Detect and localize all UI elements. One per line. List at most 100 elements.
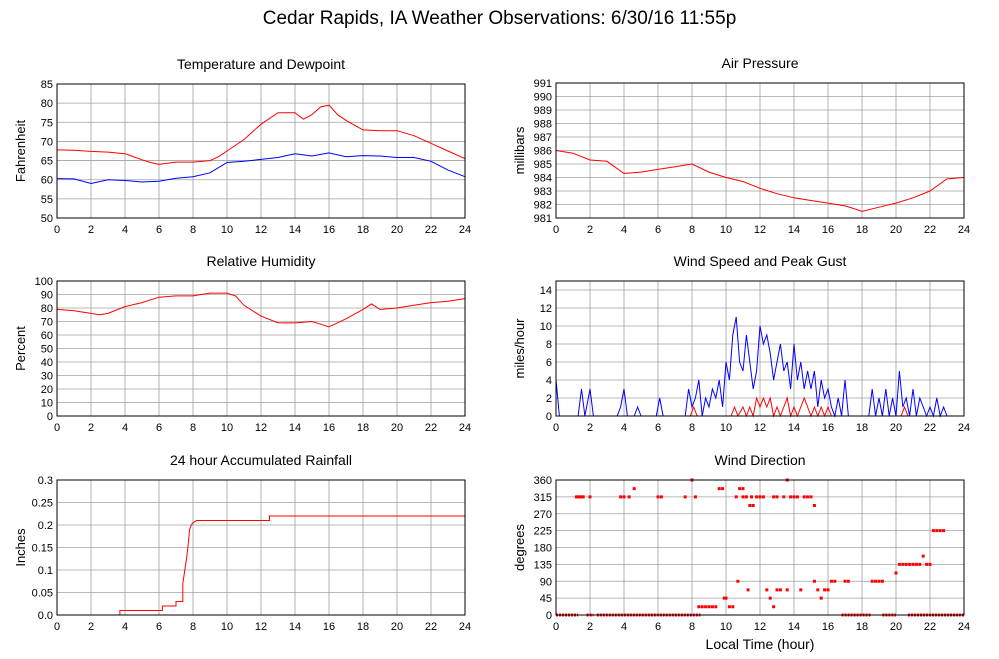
y-tick-label: 0.2	[38, 520, 53, 532]
direction-point	[802, 495, 806, 499]
x-tick-label: 4	[122, 224, 128, 236]
x-tick-label: 24	[958, 224, 970, 236]
direction-point	[935, 529, 939, 533]
direction-point	[755, 495, 759, 499]
direction-point	[659, 495, 663, 499]
y-tick-label: 90	[41, 290, 53, 302]
plot-frame	[56, 83, 466, 219]
x-tick-label: 2	[88, 224, 94, 236]
y-tick-label: 50	[41, 213, 53, 225]
x-tick-label: 12	[255, 224, 267, 236]
x-tick-label: 24	[958, 621, 970, 633]
direction-point	[789, 495, 793, 499]
y-tick-label: 315	[534, 492, 552, 504]
direction-point	[724, 596, 728, 600]
direction-point	[627, 495, 631, 499]
chart-title: Air Pressure	[721, 55, 798, 71]
direction-point	[581, 495, 585, 499]
direction-point	[578, 495, 582, 499]
wind-direction-chart: 0 2 4 6 8 10 12 14 16 18 20 22 240459013518022527031…	[512, 452, 970, 652]
direction-point	[576, 495, 580, 499]
x-tick-label: 20	[890, 621, 902, 633]
x-tick-label: 6	[156, 422, 162, 434]
direction-point	[931, 529, 935, 533]
direction-point	[880, 579, 884, 583]
direction-point	[829, 579, 833, 583]
x-tick-label: 18	[357, 224, 369, 236]
x-tick-label: 2	[587, 422, 593, 434]
x-tick-label: 14	[788, 621, 800, 633]
x-tick-label: 12	[255, 621, 267, 633]
x-tick-label: 8	[689, 621, 695, 633]
x-tick-label: 24	[958, 422, 970, 434]
direction-point	[744, 495, 748, 499]
y-tick-label: 981	[534, 213, 552, 225]
direction-point	[938, 529, 942, 533]
y-tick-label: 55	[41, 194, 53, 206]
direction-point	[914, 562, 918, 566]
x-tick-label: 4	[621, 621, 627, 633]
x-tick-label: 20	[391, 422, 403, 434]
accumulated-rainfall-chart: 0 2 4 6 8 10 12 14 16 18 20 22 240.00.050.10.150.20.…	[13, 452, 471, 633]
chart-title: Wind Speed and Peak Gust	[674, 253, 847, 269]
x-tick-label: 22	[924, 422, 936, 434]
direction-point	[656, 495, 660, 499]
series-line-0	[57, 515, 465, 616]
direction-point	[746, 588, 750, 592]
y-tick-label: 40	[41, 357, 53, 369]
y-tick-label: 14	[540, 285, 552, 297]
x-tick-label: 0	[553, 224, 559, 236]
direction-point	[928, 562, 932, 566]
direction-point	[772, 605, 776, 609]
y-tick-label: 12	[540, 303, 552, 315]
direction-point	[761, 495, 765, 499]
x-tick-label: 4	[122, 422, 128, 434]
y-tick-label: 8	[546, 339, 552, 351]
x-tick-label: 4	[122, 621, 128, 633]
direction-point	[693, 495, 697, 499]
x-tick-label: 0	[553, 621, 559, 633]
x-tick-label: 24	[459, 422, 471, 434]
direction-point	[700, 605, 704, 609]
x-tick-label: 0	[553, 422, 559, 434]
x-tick-label: 12	[754, 422, 766, 434]
x-tick-label: 18	[357, 621, 369, 633]
x-tick-label: 8	[689, 224, 695, 236]
plot-frame	[555, 82, 965, 219]
air-pressure-chart: 0 2 4 6 8 10 12 14 16 18 20 22 249819829839849859869…	[512, 55, 970, 236]
y-tick-label: 0	[546, 411, 552, 423]
x-tick-label: 2	[88, 621, 94, 633]
direction-point	[819, 596, 823, 600]
direction-point	[734, 495, 738, 499]
direction-point	[799, 588, 803, 592]
y-tick-label: 45	[540, 593, 552, 605]
direction-point	[911, 562, 915, 566]
direction-point	[812, 579, 816, 583]
y-tick-label: 70	[41, 317, 53, 329]
x-tick-label: 8	[190, 224, 196, 236]
direction-point	[870, 579, 874, 583]
y-tick-label: 6	[546, 357, 552, 369]
y-axis-label: miles/hour	[512, 318, 527, 379]
y-axis-label: degrees	[512, 524, 527, 571]
series-line-1	[56, 152, 466, 185]
direction-point	[812, 504, 816, 507]
direction-point	[809, 495, 813, 499]
x-tick-label: 12	[754, 224, 766, 236]
y-tick-label: 90	[540, 576, 552, 588]
x-tick-label: 4	[621, 224, 627, 236]
direction-point	[823, 588, 827, 592]
direction-point	[683, 495, 687, 499]
x-tick-label: 22	[924, 224, 936, 236]
direction-point	[795, 495, 799, 499]
x-tick-label: 16	[323, 621, 335, 633]
y-tick-label: 10	[41, 398, 53, 410]
direction-point	[588, 495, 592, 499]
y-tick-label: 0	[47, 411, 53, 423]
y-tick-label: 20	[41, 384, 53, 396]
direction-point	[765, 588, 769, 592]
y-tick-label: 60	[41, 330, 53, 342]
y-tick-label: 0.3	[38, 475, 53, 487]
x-tick-label: 14	[289, 224, 301, 236]
x-tick-label: 4	[621, 422, 627, 434]
